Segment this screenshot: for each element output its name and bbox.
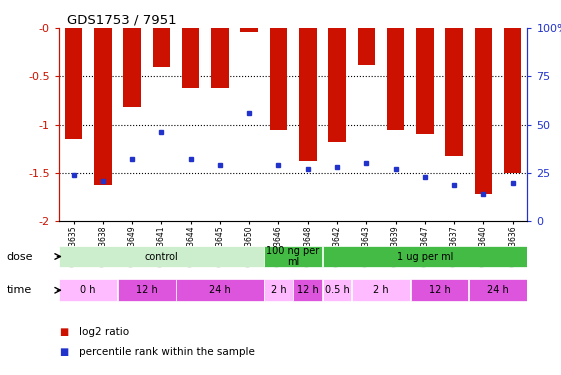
Text: 24 h: 24 h	[487, 285, 509, 295]
Bar	[264, 279, 293, 301]
Bar	[299, 28, 316, 161]
Bar	[65, 28, 82, 139]
Text: 24 h: 24 h	[209, 285, 231, 295]
Text: 12 h: 12 h	[297, 285, 319, 295]
Text: ■: ■	[59, 327, 68, 337]
Bar	[445, 28, 463, 156]
Bar	[59, 279, 117, 301]
Bar	[504, 28, 522, 173]
Bar	[59, 246, 264, 267]
Bar	[469, 279, 527, 301]
Bar	[153, 28, 170, 67]
Bar	[264, 246, 322, 267]
Bar	[357, 28, 375, 65]
Bar	[270, 28, 287, 129]
Bar	[176, 279, 264, 301]
Text: 2 h: 2 h	[373, 285, 389, 295]
Bar	[323, 279, 351, 301]
Text: 100 ng per
ml: 100 ng per ml	[266, 246, 320, 267]
Text: ■: ■	[59, 347, 68, 357]
Text: 12 h: 12 h	[136, 285, 158, 295]
Text: 2 h: 2 h	[270, 285, 286, 295]
Text: time: time	[7, 285, 32, 295]
Bar	[211, 28, 229, 88]
Text: 12 h: 12 h	[429, 285, 450, 295]
Bar	[241, 28, 258, 32]
Bar	[328, 28, 346, 142]
Bar	[94, 28, 112, 184]
Text: 0.5 h: 0.5 h	[325, 285, 350, 295]
Text: control: control	[145, 252, 178, 261]
Text: dose: dose	[7, 252, 33, 261]
Bar	[416, 28, 434, 134]
Bar	[182, 28, 200, 88]
Text: GDS1753 / 7951: GDS1753 / 7951	[67, 13, 177, 26]
Text: 1 ug per ml: 1 ug per ml	[397, 252, 453, 261]
Bar	[293, 279, 322, 301]
Bar	[475, 28, 492, 194]
Bar	[352, 279, 410, 301]
Text: percentile rank within the sample: percentile rank within the sample	[79, 347, 255, 357]
Bar	[387, 28, 404, 129]
Bar	[123, 28, 141, 107]
Text: 0 h: 0 h	[80, 285, 96, 295]
Text: log2 ratio: log2 ratio	[79, 327, 128, 337]
Bar	[411, 279, 468, 301]
Bar	[118, 279, 176, 301]
Bar	[323, 246, 527, 267]
